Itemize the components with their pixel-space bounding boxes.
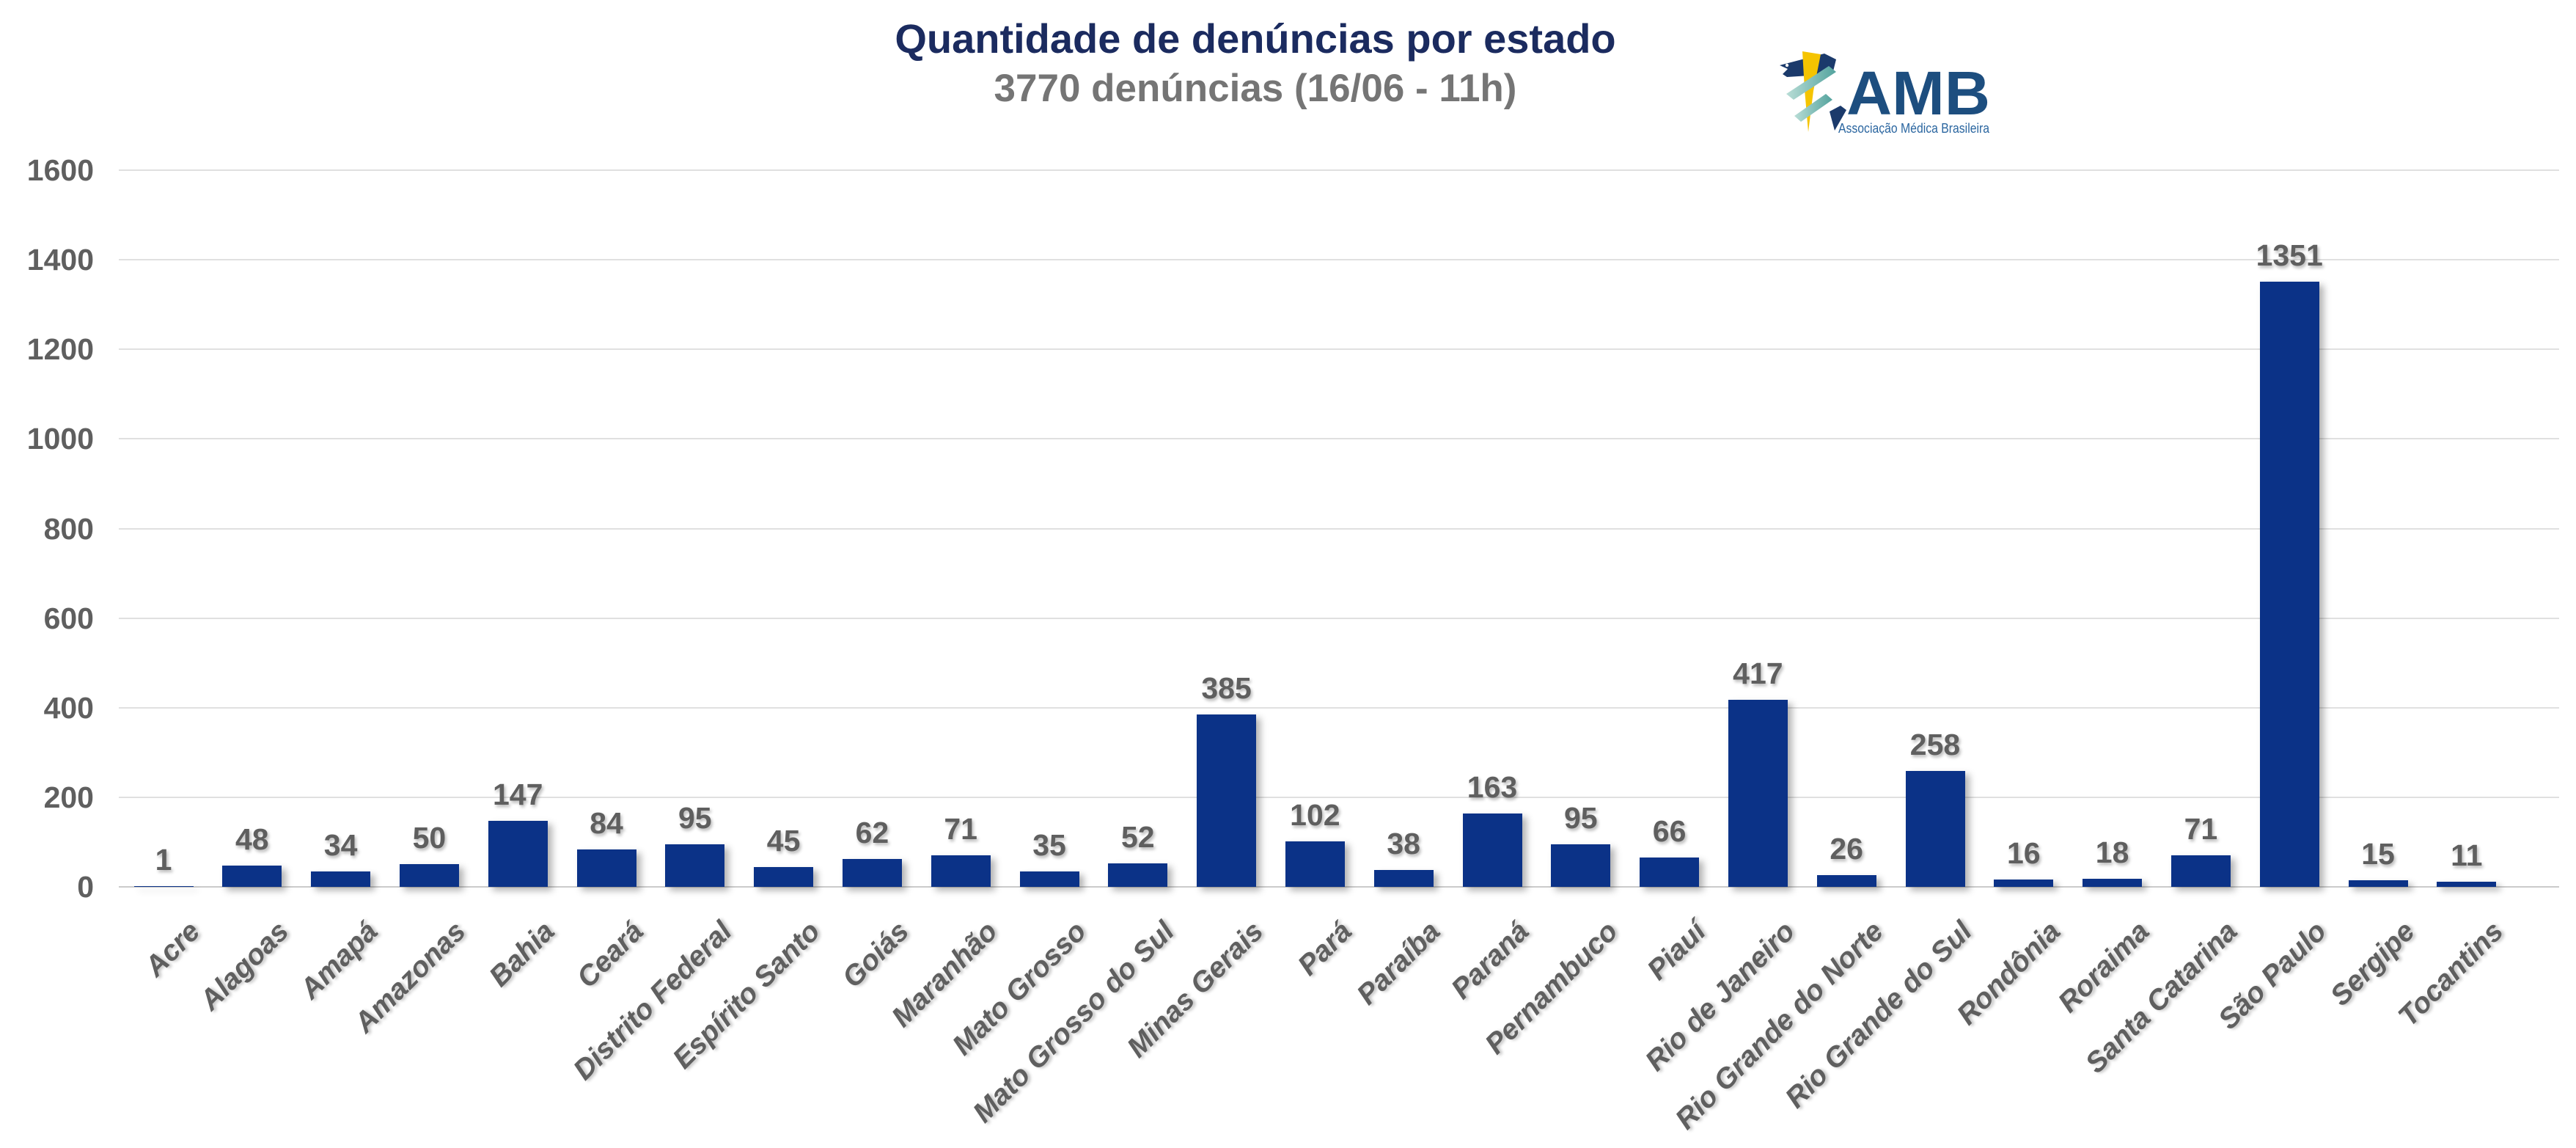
x-tick-label: Goiás bbox=[836, 915, 915, 995]
y-tick-label-800: 800 bbox=[43, 511, 94, 546]
chart-title: Quantidade de denúncias por estado bbox=[895, 15, 1616, 62]
bar bbox=[2348, 880, 2408, 887]
amb-logo: AMB Associação Médica Brasileira bbox=[1775, 43, 2002, 136]
gridline-1000 bbox=[119, 438, 2559, 440]
bar bbox=[1197, 714, 1257, 887]
y-tick-label-1400: 1400 bbox=[26, 243, 94, 277]
bar-value-label: 34 bbox=[323, 828, 358, 863]
bar-value-label: 62 bbox=[855, 816, 889, 850]
bar-value-label: 38 bbox=[1387, 826, 1420, 860]
y-tick-label-600: 600 bbox=[43, 601, 94, 635]
bar bbox=[1019, 871, 1079, 887]
bar bbox=[1728, 700, 1788, 887]
bar bbox=[311, 871, 371, 887]
bar bbox=[2437, 882, 2497, 887]
x-tick-label: Paraíba bbox=[1351, 915, 1447, 1012]
bar bbox=[133, 886, 194, 887]
bar bbox=[1108, 863, 1168, 887]
y-tick-label-1000: 1000 bbox=[26, 422, 94, 456]
x-tick-label: Distrito Federal bbox=[567, 915, 738, 1086]
bar-value-label: 1351 bbox=[2256, 238, 2323, 273]
logo-wordmark: AMB bbox=[1846, 59, 1990, 128]
bar-value-label: 71 bbox=[944, 811, 977, 846]
bar bbox=[488, 821, 548, 887]
bar bbox=[1816, 875, 1876, 887]
bar-value-label: 417 bbox=[1733, 657, 1783, 691]
bar bbox=[1373, 869, 1434, 887]
gridline-1400 bbox=[119, 259, 2559, 261]
bar-value-label: 71 bbox=[2184, 811, 2218, 846]
bar-value-label: 11 bbox=[2451, 838, 2483, 873]
x-tick-label: Bahia bbox=[483, 915, 561, 993]
gridline-1600 bbox=[119, 169, 2559, 171]
bar bbox=[1285, 841, 1345, 887]
logo-ribbon-band-1 bbox=[1786, 66, 1836, 100]
y-tick-label-400: 400 bbox=[43, 690, 94, 725]
y-tick-label-200: 200 bbox=[43, 780, 94, 814]
logo-caption: Associação Médica Brasileira bbox=[1838, 120, 1990, 134]
bar-value-label: 50 bbox=[412, 821, 447, 855]
bar-value-label: 16 bbox=[2006, 836, 2041, 871]
gridline-800 bbox=[119, 527, 2559, 530]
bar bbox=[1551, 844, 1611, 887]
amb-caduceus-icon: AMB Associação Médica Brasileira bbox=[1780, 51, 1990, 136]
gridline-400 bbox=[119, 706, 2559, 709]
bar-value-label: 48 bbox=[235, 822, 269, 856]
bar-value-label: 15 bbox=[2361, 836, 2395, 871]
bar-value-label: 258 bbox=[1909, 728, 1961, 762]
bar bbox=[665, 844, 725, 887]
bar bbox=[2083, 879, 2143, 887]
bar bbox=[1994, 880, 2054, 887]
x-tick-label: Rio de Janeiro bbox=[1639, 915, 1801, 1078]
bar-value-label: 385 bbox=[1201, 670, 1252, 705]
bar bbox=[399, 864, 459, 887]
x-tick-label: Ceará bbox=[570, 915, 650, 995]
bar bbox=[754, 866, 814, 887]
bar-value-label: 52 bbox=[1120, 820, 1155, 855]
bar bbox=[2170, 855, 2231, 887]
bar bbox=[576, 849, 636, 887]
bar bbox=[931, 855, 991, 887]
bar bbox=[842, 859, 902, 887]
gridline-600 bbox=[119, 617, 2559, 619]
bar-value-label: 66 bbox=[1652, 814, 1687, 848]
bar bbox=[2259, 282, 2319, 887]
logo-eye-dot bbox=[1785, 63, 1789, 67]
bar-value-label: 147 bbox=[492, 778, 543, 812]
x-tick-label: Acre bbox=[139, 915, 207, 983]
logo-ribbon-band-2 bbox=[1794, 94, 1832, 122]
bar-value-label: 18 bbox=[2095, 836, 2129, 870]
x-axis-line bbox=[119, 886, 2559, 888]
bar-value-label: 95 bbox=[1563, 801, 1598, 835]
x-tick-label: Alagoas bbox=[194, 915, 296, 1017]
gridline-1200 bbox=[119, 348, 2559, 351]
bar-value-label: 26 bbox=[1830, 832, 1863, 866]
x-tick-label: Amapá bbox=[293, 915, 384, 1006]
chart-subtitle: 3770 denúncias (16/06 - 11h) bbox=[994, 67, 1517, 110]
y-tick-label-1600: 1600 bbox=[26, 153, 94, 187]
x-tick-label: Pará bbox=[1291, 915, 1358, 982]
bar-value-label: 163 bbox=[1467, 770, 1518, 805]
y-tick-label-1200: 1200 bbox=[26, 332, 94, 367]
bar-value-label: 84 bbox=[590, 805, 623, 840]
bar-value-label: 35 bbox=[1032, 827, 1066, 862]
y-tick-label-0: 0 bbox=[77, 870, 94, 904]
bar bbox=[222, 865, 282, 887]
bar-value-label: 102 bbox=[1290, 797, 1340, 832]
logo-ribbon-tail bbox=[1830, 106, 1846, 131]
x-tick-label: Santa Catarina bbox=[2080, 915, 2244, 1080]
bar bbox=[1640, 857, 1700, 887]
bar-value-label: 45 bbox=[766, 823, 801, 858]
bar bbox=[1905, 771, 1965, 887]
bar bbox=[1462, 814, 1522, 887]
bar-value-label: 95 bbox=[678, 801, 712, 835]
bar-value-label: 1 bbox=[155, 843, 172, 877]
x-tick-label: Piauí bbox=[1641, 915, 1712, 987]
gridline-200 bbox=[119, 796, 2559, 798]
x-tick-label: Paraná bbox=[1445, 915, 1535, 1006]
